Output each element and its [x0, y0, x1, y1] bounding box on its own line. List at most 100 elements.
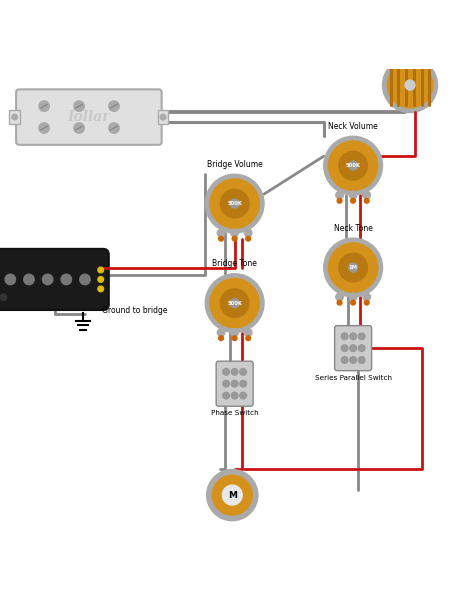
Text: 500K: 500K: [227, 201, 242, 206]
Circle shape: [220, 189, 249, 218]
Circle shape: [210, 279, 259, 327]
Circle shape: [231, 381, 238, 387]
Text: Iollar: Iollar: [68, 110, 110, 124]
Circle shape: [98, 277, 103, 282]
Circle shape: [336, 191, 343, 199]
FancyBboxPatch shape: [216, 361, 253, 406]
Circle shape: [212, 475, 252, 515]
Circle shape: [217, 329, 225, 336]
Circle shape: [365, 300, 369, 305]
Circle shape: [328, 141, 378, 190]
Circle shape: [240, 381, 246, 387]
Circle shape: [405, 80, 415, 90]
Circle shape: [339, 254, 367, 282]
Bar: [158, 111, 168, 123]
Circle shape: [365, 199, 369, 203]
Circle shape: [358, 345, 365, 351]
Circle shape: [39, 101, 49, 111]
Circle shape: [223, 392, 229, 399]
Circle shape: [341, 357, 348, 364]
Circle shape: [24, 274, 34, 285]
Text: Bridge Tone: Bridge Tone: [212, 259, 257, 268]
Circle shape: [223, 381, 229, 387]
Circle shape: [328, 243, 378, 292]
Circle shape: [245, 229, 252, 237]
Circle shape: [207, 469, 258, 521]
Circle shape: [324, 136, 383, 195]
Circle shape: [210, 179, 259, 229]
Text: Neck Tone: Neck Tone: [334, 224, 373, 233]
Circle shape: [383, 57, 438, 112]
Circle shape: [245, 329, 252, 336]
Circle shape: [205, 274, 264, 332]
Circle shape: [240, 368, 246, 375]
Circle shape: [337, 300, 342, 305]
Circle shape: [74, 123, 84, 133]
FancyBboxPatch shape: [335, 326, 372, 371]
Circle shape: [217, 229, 225, 237]
Circle shape: [74, 101, 84, 111]
Circle shape: [160, 114, 166, 120]
Circle shape: [336, 293, 343, 301]
Circle shape: [231, 329, 238, 336]
Circle shape: [222, 485, 242, 505]
FancyBboxPatch shape: [0, 249, 109, 310]
Circle shape: [230, 199, 239, 208]
Circle shape: [358, 357, 365, 364]
Circle shape: [205, 174, 264, 233]
Circle shape: [98, 267, 103, 273]
Circle shape: [363, 293, 371, 301]
Circle shape: [351, 199, 356, 203]
Circle shape: [337, 199, 342, 203]
Circle shape: [231, 229, 238, 237]
Text: Neck Volume: Neck Volume: [328, 122, 378, 131]
Circle shape: [341, 345, 348, 351]
Circle shape: [349, 263, 357, 272]
Circle shape: [109, 123, 119, 133]
Circle shape: [324, 238, 383, 297]
Circle shape: [80, 274, 90, 285]
Circle shape: [349, 161, 357, 170]
Circle shape: [219, 336, 223, 340]
Circle shape: [341, 333, 348, 340]
Circle shape: [246, 336, 251, 340]
Text: Bridge Volume: Bridge Volume: [207, 159, 263, 169]
Circle shape: [240, 392, 246, 399]
FancyBboxPatch shape: [16, 89, 162, 145]
Text: M: M: [228, 491, 237, 500]
Circle shape: [349, 191, 357, 199]
Text: Ground to bridge: Ground to bridge: [102, 306, 167, 315]
Circle shape: [350, 333, 356, 340]
Circle shape: [39, 123, 49, 133]
Bar: [9, 111, 20, 123]
Circle shape: [363, 191, 371, 199]
Text: Phase Switch: Phase Switch: [211, 411, 258, 417]
Circle shape: [0, 294, 7, 301]
Circle shape: [223, 368, 229, 375]
Circle shape: [231, 392, 238, 399]
Circle shape: [43, 274, 53, 285]
Circle shape: [349, 293, 357, 301]
Circle shape: [350, 357, 356, 364]
Circle shape: [387, 62, 433, 108]
Circle shape: [358, 333, 365, 340]
Circle shape: [12, 114, 18, 120]
Circle shape: [219, 236, 223, 241]
Text: 500K: 500K: [346, 163, 361, 168]
Circle shape: [61, 274, 72, 285]
Circle shape: [350, 345, 356, 351]
Circle shape: [231, 368, 238, 375]
Text: Series Parallel Switch: Series Parallel Switch: [315, 375, 392, 381]
Circle shape: [246, 236, 251, 241]
Circle shape: [339, 152, 367, 180]
Text: 500K: 500K: [227, 301, 242, 306]
Text: 1M: 1M: [349, 265, 357, 270]
Circle shape: [351, 300, 356, 305]
Circle shape: [230, 299, 239, 307]
Circle shape: [220, 289, 249, 318]
Circle shape: [109, 101, 119, 111]
Circle shape: [232, 336, 237, 340]
Circle shape: [98, 286, 103, 292]
Circle shape: [232, 236, 237, 241]
Circle shape: [5, 274, 16, 285]
